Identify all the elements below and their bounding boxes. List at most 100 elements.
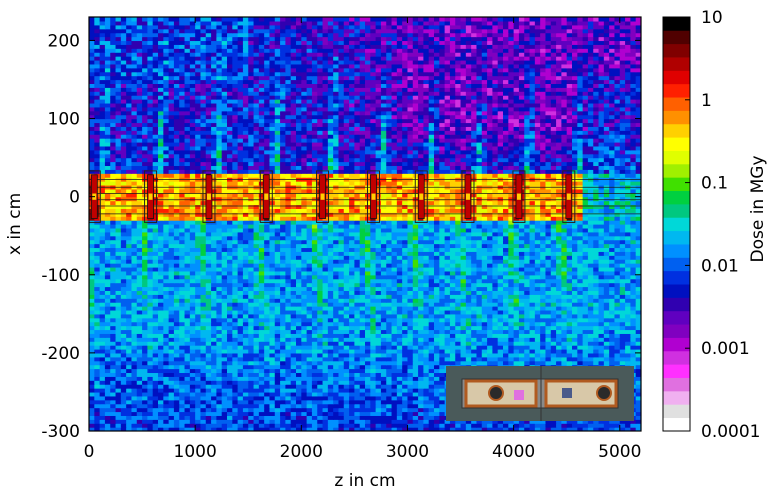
heatmap-cell bbox=[195, 333, 202, 338]
heatmap-cell bbox=[396, 372, 403, 377]
heatmap-cell bbox=[311, 368, 318, 374]
heatmap-cell bbox=[428, 313, 435, 319]
heatmap-cell bbox=[248, 403, 255, 409]
heatmap-cell bbox=[253, 255, 260, 260]
heatmap-cell bbox=[545, 294, 552, 299]
heatmap-cell bbox=[412, 411, 419, 416]
heatmap-cell bbox=[349, 243, 355, 249]
heatmap-cell bbox=[200, 329, 207, 334]
heatmap-cell bbox=[200, 317, 207, 323]
heatmap-cell bbox=[152, 282, 159, 288]
heatmap-cell bbox=[285, 419, 292, 424]
heatmap-cell bbox=[163, 345, 170, 350]
heatmap-cell bbox=[396, 325, 403, 331]
heatmap-cell bbox=[572, 270, 578, 276]
heatmap-cell bbox=[269, 266, 276, 272]
heatmap-cell bbox=[269, 380, 276, 385]
heatmap-cell bbox=[513, 356, 520, 362]
heatmap-cell bbox=[285, 266, 292, 272]
heatmap-cell bbox=[365, 282, 371, 288]
heatmap-cell bbox=[158, 384, 164, 389]
heatmap-cell bbox=[396, 380, 403, 385]
heatmap-cell bbox=[94, 251, 101, 256]
heatmap-cell bbox=[375, 384, 382, 389]
heatmap-cell bbox=[99, 345, 106, 350]
heatmap-cell bbox=[428, 364, 435, 370]
heatmap-cell bbox=[311, 243, 318, 249]
heatmap-cell bbox=[556, 337, 562, 342]
heatmap-cell bbox=[94, 399, 101, 405]
heatmap-cell bbox=[131, 325, 138, 331]
heatmap-cell bbox=[205, 388, 212, 393]
heatmap-cell bbox=[269, 399, 276, 405]
heatmap-cell bbox=[216, 360, 223, 366]
heatmap-cell bbox=[609, 329, 616, 334]
heatmap-cell bbox=[227, 309, 233, 315]
heatmap-cell bbox=[423, 302, 430, 307]
heatmap-cell bbox=[370, 380, 377, 385]
heatmap-cell bbox=[487, 325, 493, 331]
heatmap-cell bbox=[89, 251, 95, 256]
heatmap-cell bbox=[471, 360, 478, 366]
heatmap-cell bbox=[89, 282, 95, 288]
heatmap-cell bbox=[561, 423, 568, 428]
heatmap-cell bbox=[110, 294, 117, 299]
heatmap-cell bbox=[492, 266, 499, 272]
heatmap-cell bbox=[195, 356, 202, 362]
heatmap-cell bbox=[359, 395, 366, 401]
heatmap-cell bbox=[524, 309, 531, 315]
heatmap-cell bbox=[216, 352, 223, 358]
heatmap-cell bbox=[179, 259, 186, 264]
heatmap-cell bbox=[131, 255, 138, 260]
heatmap-cell bbox=[418, 298, 424, 303]
heatmap-cell bbox=[168, 266, 175, 272]
heatmap-cell bbox=[582, 360, 589, 366]
heatmap-cell bbox=[158, 298, 164, 303]
heatmap-cell bbox=[200, 294, 207, 299]
heatmap-cell bbox=[269, 306, 276, 311]
heatmap-cell bbox=[508, 290, 515, 295]
heatmap-cell bbox=[513, 333, 520, 338]
heatmap-cell bbox=[635, 427, 641, 431]
heatmap-cell bbox=[158, 364, 164, 370]
heatmap-cell bbox=[386, 243, 393, 249]
heatmap-cell bbox=[136, 376, 143, 381]
heatmap-cell bbox=[152, 360, 159, 366]
heatmap-cell bbox=[444, 243, 451, 249]
heatmap-cell bbox=[317, 388, 324, 393]
heatmap-cell bbox=[290, 380, 297, 385]
heatmap-cell bbox=[619, 298, 626, 303]
heatmap-cell bbox=[365, 309, 371, 315]
heatmap-cell bbox=[322, 364, 329, 370]
heatmap-cell bbox=[173, 352, 180, 358]
heatmap-cell bbox=[625, 298, 631, 303]
heatmap-cell bbox=[434, 345, 440, 350]
heatmap-cell bbox=[227, 391, 233, 397]
heatmap-cell bbox=[343, 427, 350, 431]
heatmap-cell bbox=[327, 337, 334, 342]
heatmap-cell bbox=[518, 290, 525, 295]
heatmap-cell bbox=[497, 294, 504, 299]
heatmap-cell bbox=[603, 321, 610, 327]
heatmap-cell bbox=[184, 372, 191, 377]
heatmap-cell bbox=[158, 274, 164, 280]
heatmap-cell bbox=[296, 286, 302, 291]
heatmap-cell bbox=[311, 282, 318, 288]
heatmap-cell bbox=[460, 360, 467, 366]
heatmap-cell bbox=[280, 395, 286, 401]
heatmap-cell bbox=[269, 391, 276, 397]
heatmap-cell bbox=[513, 345, 520, 350]
heatmap-cell bbox=[375, 356, 382, 362]
heatmap-cell bbox=[534, 282, 541, 288]
heatmap-cell bbox=[258, 419, 265, 424]
heatmap-cell bbox=[285, 376, 292, 381]
heatmap-cell bbox=[115, 403, 122, 409]
heatmap-cell bbox=[619, 333, 626, 338]
heatmap-cell bbox=[343, 364, 350, 370]
heatmap-cell bbox=[354, 259, 361, 264]
heatmap-cell bbox=[365, 352, 371, 358]
heatmap-cell bbox=[391, 372, 398, 377]
heatmap-cell bbox=[630, 243, 637, 249]
heatmap-cell bbox=[354, 294, 361, 299]
heatmap-cell bbox=[227, 356, 233, 362]
